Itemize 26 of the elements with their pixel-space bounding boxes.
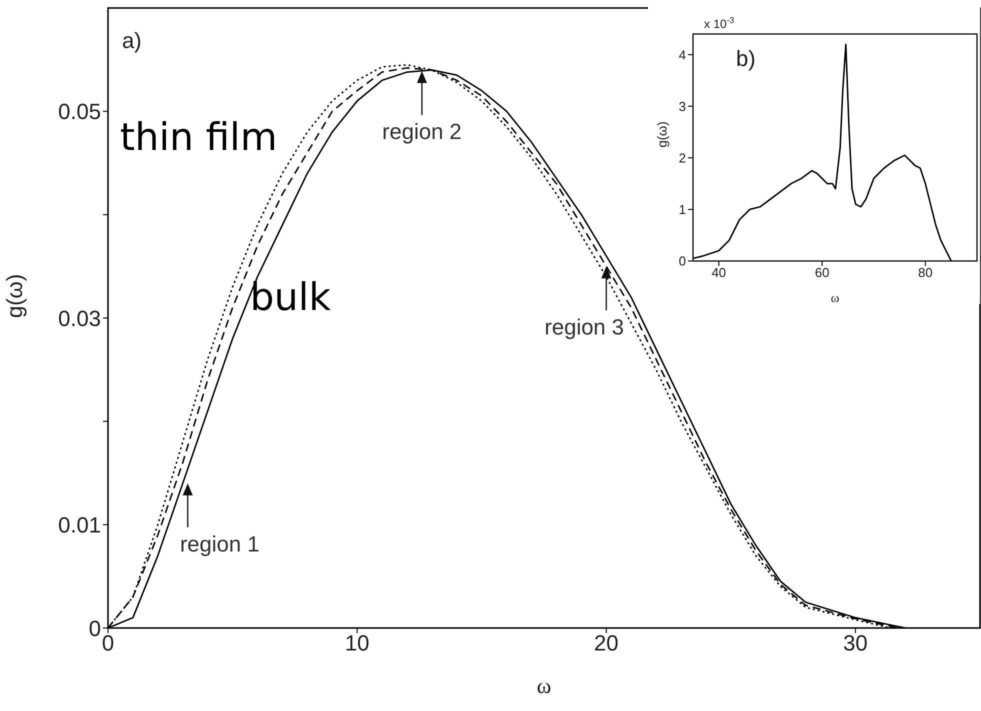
x-tick-label: 10 — [344, 630, 370, 656]
y-tick-label: 2 — [678, 150, 686, 166]
y-tick-label: 0.01 — [58, 512, 101, 538]
series-label: thin film — [120, 115, 278, 159]
x-tick-label: 30 — [843, 630, 868, 656]
x-tick-label: 80 — [918, 265, 933, 280]
x-axis-title: ω — [536, 673, 552, 698]
annotation: a) — [122, 28, 142, 53]
x-tick-label: 20 — [594, 630, 619, 656]
annotation: x 10$^{-3}$ — [704, 15, 734, 31]
y-tick-label: 0.03 — [58, 306, 101, 331]
y-axis-title: g(ω) — [654, 121, 670, 148]
series-label: bulk — [250, 275, 331, 319]
y-tick-label: 4 — [678, 47, 686, 62]
y-tick-label: 3 — [678, 98, 686, 114]
x-tick-label: 40 — [712, 265, 726, 280]
annotation: b) — [736, 46, 756, 71]
annotation: region 3 — [544, 314, 624, 340]
y-tick-label: 0.05 — [58, 99, 101, 124]
y-tick-label: 1 — [678, 202, 686, 218]
y-tick-label: 0 — [678, 254, 686, 269]
annotation: region 2 — [382, 119, 462, 144]
x-axis-title: ω — [830, 290, 840, 305]
x-tick-label: 60 — [814, 265, 830, 280]
y-axis-title: g(ω) — [2, 274, 27, 318]
annotation: region 1 — [180, 531, 260, 556]
